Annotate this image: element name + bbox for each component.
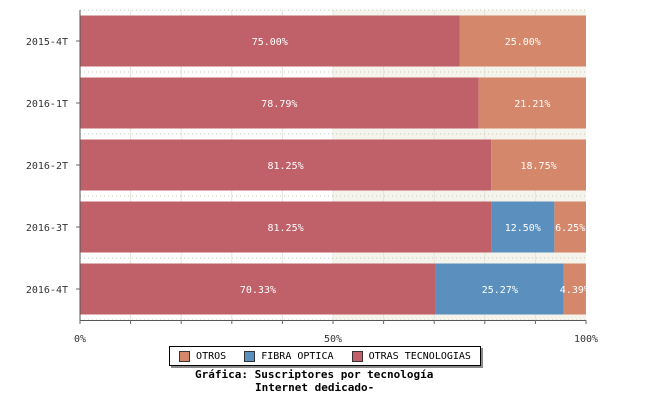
y-tick-label-2016-1t: 2016-1T [26,99,68,110]
data-label-otras-tecnologias-2016-3t: 81.25% [268,223,304,234]
data-label-otras-tecnologias-2016-4t: 70.33% [240,285,276,296]
data-label-otros-2015-4t: 25.00% [505,37,541,48]
data-label-fibra-optica-2016-3t: 12.50% [505,223,541,234]
data-label-otras-tecnologias-2015-4t: 75.00% [252,37,288,48]
bar-otros-2016-1t [478,77,586,129]
legend-item-otras-tecnologias: OTRAS TECNOLOGIAS [351,350,471,362]
chart-legend: OTROS FIBRA OPTICA OTRAS TECNOLOGIAS [169,346,481,366]
bar-otras-tecnologias-2016-3t [80,201,492,253]
legend-swatch-fibra-optica [244,350,256,362]
bar-otros-2016-2t [491,139,586,191]
data-label-otras-tecnologias-2016-1t: 78.79% [261,99,297,110]
chart-caption: Gráfica: Suscriptores por tecnología Int… [0,368,650,394]
data-label-fibra-optica-2016-4t: 25.27% [482,285,518,296]
bar-otros-2016-3t [554,201,586,253]
bar-otros-2016-4t [563,263,586,315]
stacked-bar-chart: 75.00% 25.00% 2015-4T 78.79% 21.21% 2016-1T 81… [26,9,598,345]
y-tick-label-2015-4t: 2015-4T [26,37,68,48]
legend-item-fibra-optica: FIBRA OPTICA [244,350,334,362]
data-label-otros-2016-4t: 4.39% [560,285,590,296]
legend-label-fibra-optica: FIBRA OPTICA [261,350,334,362]
y-tick-label-2016-4t: 2016-4T [26,285,68,296]
legend-swatch-otras-tecnologias [351,350,363,362]
bar-fibra-optica-2016-3t [491,201,555,253]
data-label-otros-2016-2t: 18.75% [521,161,557,172]
bar-otras-tecnologias-2016-2t [80,139,492,191]
y-tick-label-2016-3t: 2016-3T [26,223,68,234]
bar-fibra-optica-2016-4t [435,263,564,315]
data-label-otros-2016-1t: 21.21% [514,99,550,110]
legend-label-otros: OTROS [196,350,227,362]
legend-item-otros: OTROS [179,350,227,362]
bar-otros-2015-4t [459,15,586,67]
data-label-otros-2016-3t: 6.25% [555,223,585,234]
caption-line-1: Gráfica: Suscriptores por tecnología [195,368,434,381]
y-tick-label-2016-2t: 2016-2T [26,161,68,172]
x-tick-label-100: 100% [574,334,598,345]
legend-label-otras-tecnologias: OTRAS TECNOLOGIAS [368,350,471,362]
bar-otras-tecnologias-2015-4t [80,15,460,67]
x-tick-label-0: 0% [74,334,86,345]
bar-otras-tecnologias-2016-4t [80,263,436,315]
caption-line-2: Internet dedicado- [255,381,375,394]
bar-otras-tecnologias-2016-1t [80,77,479,129]
data-label-otras-tecnologias-2016-2t: 81.25% [268,161,304,172]
legend-swatch-otros [179,350,191,362]
x-tick-label-50: 50% [324,334,342,345]
